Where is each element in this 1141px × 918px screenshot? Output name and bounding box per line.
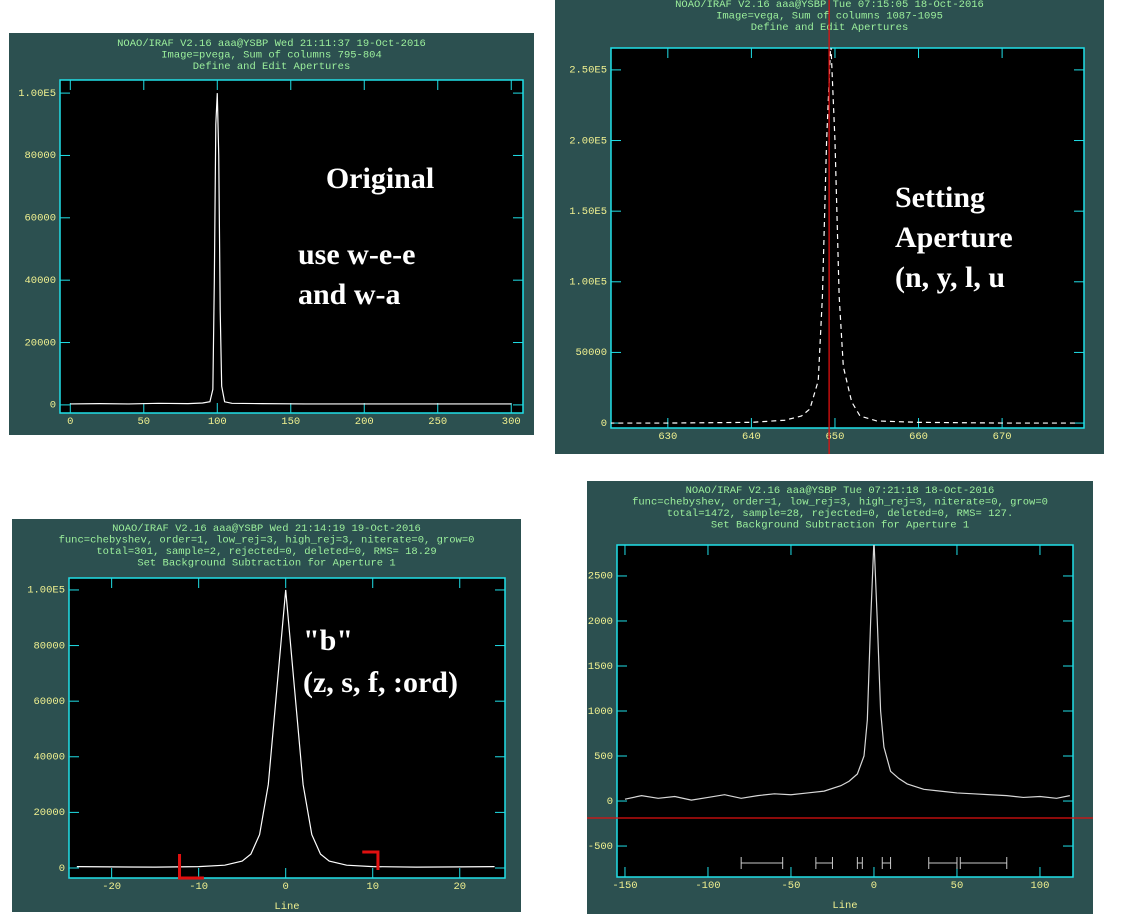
y-tick-label: 1.50E5 xyxy=(569,206,607,218)
y-tick-label: 2000 xyxy=(588,616,613,628)
panel: NOAO/IRAF V2.16 aaa@YSBP Tue 07:15:05 18… xyxy=(555,0,1104,454)
y-tick-label: 1500 xyxy=(588,661,613,673)
plot-area xyxy=(59,79,524,414)
y-tick-label: 1.00E5 xyxy=(27,585,65,597)
sample-region xyxy=(362,850,380,870)
plot-content xyxy=(611,48,1078,424)
header-line: NOAO/IRAF V2.16 aaa@YSBP Wed 21:14:19 19… xyxy=(112,523,421,535)
y-tick-label: 60000 xyxy=(33,696,65,708)
x-tick-label: 0 xyxy=(871,880,877,892)
annotation: and w-a xyxy=(298,278,401,311)
annotation: Setting xyxy=(895,181,985,214)
x-tick-label: 20 xyxy=(453,881,466,893)
y-tick-label: 40000 xyxy=(33,752,65,764)
sample-region xyxy=(856,857,863,869)
annotation: Aperture xyxy=(895,221,1013,254)
y-tick-label: 2500 xyxy=(588,571,613,583)
y-tick-label: 2.00E5 xyxy=(569,135,607,147)
y-tick-label: 2.50E5 xyxy=(569,65,607,77)
y-tick-label: 500 xyxy=(594,751,613,763)
y-tick-label: 1000 xyxy=(588,706,613,718)
y-tick-label: 50000 xyxy=(575,347,607,359)
y-tick-label: 60000 xyxy=(24,213,56,225)
x-tick-label: 630 xyxy=(658,431,677,443)
data-line xyxy=(624,545,1070,801)
x-tick-label: 50 xyxy=(137,416,150,428)
y-tick-label: 20000 xyxy=(24,337,56,349)
annotation: (z, s, f, :ord) xyxy=(303,666,458,699)
header-line: total=1472, sample=28, rejected=0, delet… xyxy=(667,508,1014,520)
x-tick-label: -150 xyxy=(612,880,637,892)
data-line xyxy=(611,48,1078,424)
y-tick-label: -500 xyxy=(588,841,613,853)
x-tick-label: -100 xyxy=(695,880,720,892)
panel: NOAO/IRAF V2.16 aaa@YSBP Wed 21:11:37 19… xyxy=(9,33,534,435)
x-tick-label: 640 xyxy=(742,431,761,443)
data-line xyxy=(76,589,495,868)
x-tick-label: -10 xyxy=(189,881,208,893)
annotation: (n, y, l, u xyxy=(895,261,1005,294)
x-tick-label: 660 xyxy=(909,431,928,443)
sample-region xyxy=(928,857,958,869)
y-tick-label: 80000 xyxy=(33,640,65,652)
panel: NOAO/IRAF V2.16 aaa@YSBP Wed 21:14:19 19… xyxy=(12,519,521,913)
plot-content xyxy=(70,93,512,405)
annotation: "b" xyxy=(303,624,353,657)
header-line: total=301, sample=2, rejected=0, deleted… xyxy=(96,546,436,558)
sample-region xyxy=(815,857,833,869)
x-tick-label: 0 xyxy=(67,416,73,428)
annotation: Original xyxy=(326,162,434,195)
y-tick-label: 0 xyxy=(607,796,613,808)
x-tick-label: 100 xyxy=(1031,880,1050,892)
header-line: func=chebyshev, order=1, low_rej=3, high… xyxy=(632,496,1048,508)
header-line: Define and Edit Apertures xyxy=(193,61,351,73)
x-axis-label: Line xyxy=(832,900,857,912)
plot-content xyxy=(76,589,495,868)
plot-area xyxy=(610,47,1085,429)
header-line: Set Background Subtraction for Aperture … xyxy=(711,519,969,531)
header-line: Set Background Subtraction for Aperture … xyxy=(137,557,395,569)
x-tick-label: 650 xyxy=(826,431,845,443)
x-axis-label: Line xyxy=(274,901,299,913)
sample-region xyxy=(959,857,1008,869)
plot-area xyxy=(68,577,506,879)
x-tick-label: 670 xyxy=(993,431,1012,443)
y-tick-label: 1.00E5 xyxy=(18,88,56,100)
data-line xyxy=(70,93,512,405)
y-tick-label: 40000 xyxy=(24,275,56,287)
x-tick-label: 50 xyxy=(951,880,964,892)
plot-area xyxy=(616,544,1074,878)
panel: NOAO/IRAF V2.16 aaa@YSBP Tue 07:21:18 18… xyxy=(587,481,1093,914)
sample-region xyxy=(178,853,204,880)
header-line: func=chebyshev, order=1, low_rej=3, high… xyxy=(59,534,475,546)
sample-region xyxy=(740,857,784,869)
y-tick-label: 1.00E5 xyxy=(569,277,607,289)
x-tick-label: -20 xyxy=(102,881,121,893)
plot-content xyxy=(624,545,1070,801)
x-tick-label: 300 xyxy=(502,416,521,428)
x-tick-label: 150 xyxy=(281,416,300,428)
y-tick-label: 0 xyxy=(59,863,65,875)
annotation: use w-e-e xyxy=(298,238,415,271)
x-tick-label: 100 xyxy=(208,416,227,428)
x-tick-label: 10 xyxy=(366,881,379,893)
y-tick-label: 0 xyxy=(601,418,607,430)
header-line: NOAO/IRAF V2.16 aaa@YSBP Tue 07:21:18 18… xyxy=(686,485,995,497)
x-tick-label: 250 xyxy=(428,416,447,428)
x-tick-label: 200 xyxy=(355,416,374,428)
y-tick-label: 20000 xyxy=(33,807,65,819)
x-tick-label: -50 xyxy=(782,880,801,892)
sample-region xyxy=(881,857,892,869)
y-tick-label: 0 xyxy=(50,400,56,412)
x-tick-label: 0 xyxy=(283,881,289,893)
y-tick-label: 80000 xyxy=(24,150,56,162)
header-line: NOAO/IRAF V2.16 aaa@YSBP Wed 21:11:37 19… xyxy=(117,38,426,50)
header-line: Image=pvega, Sum of columns 795-804 xyxy=(161,49,382,61)
